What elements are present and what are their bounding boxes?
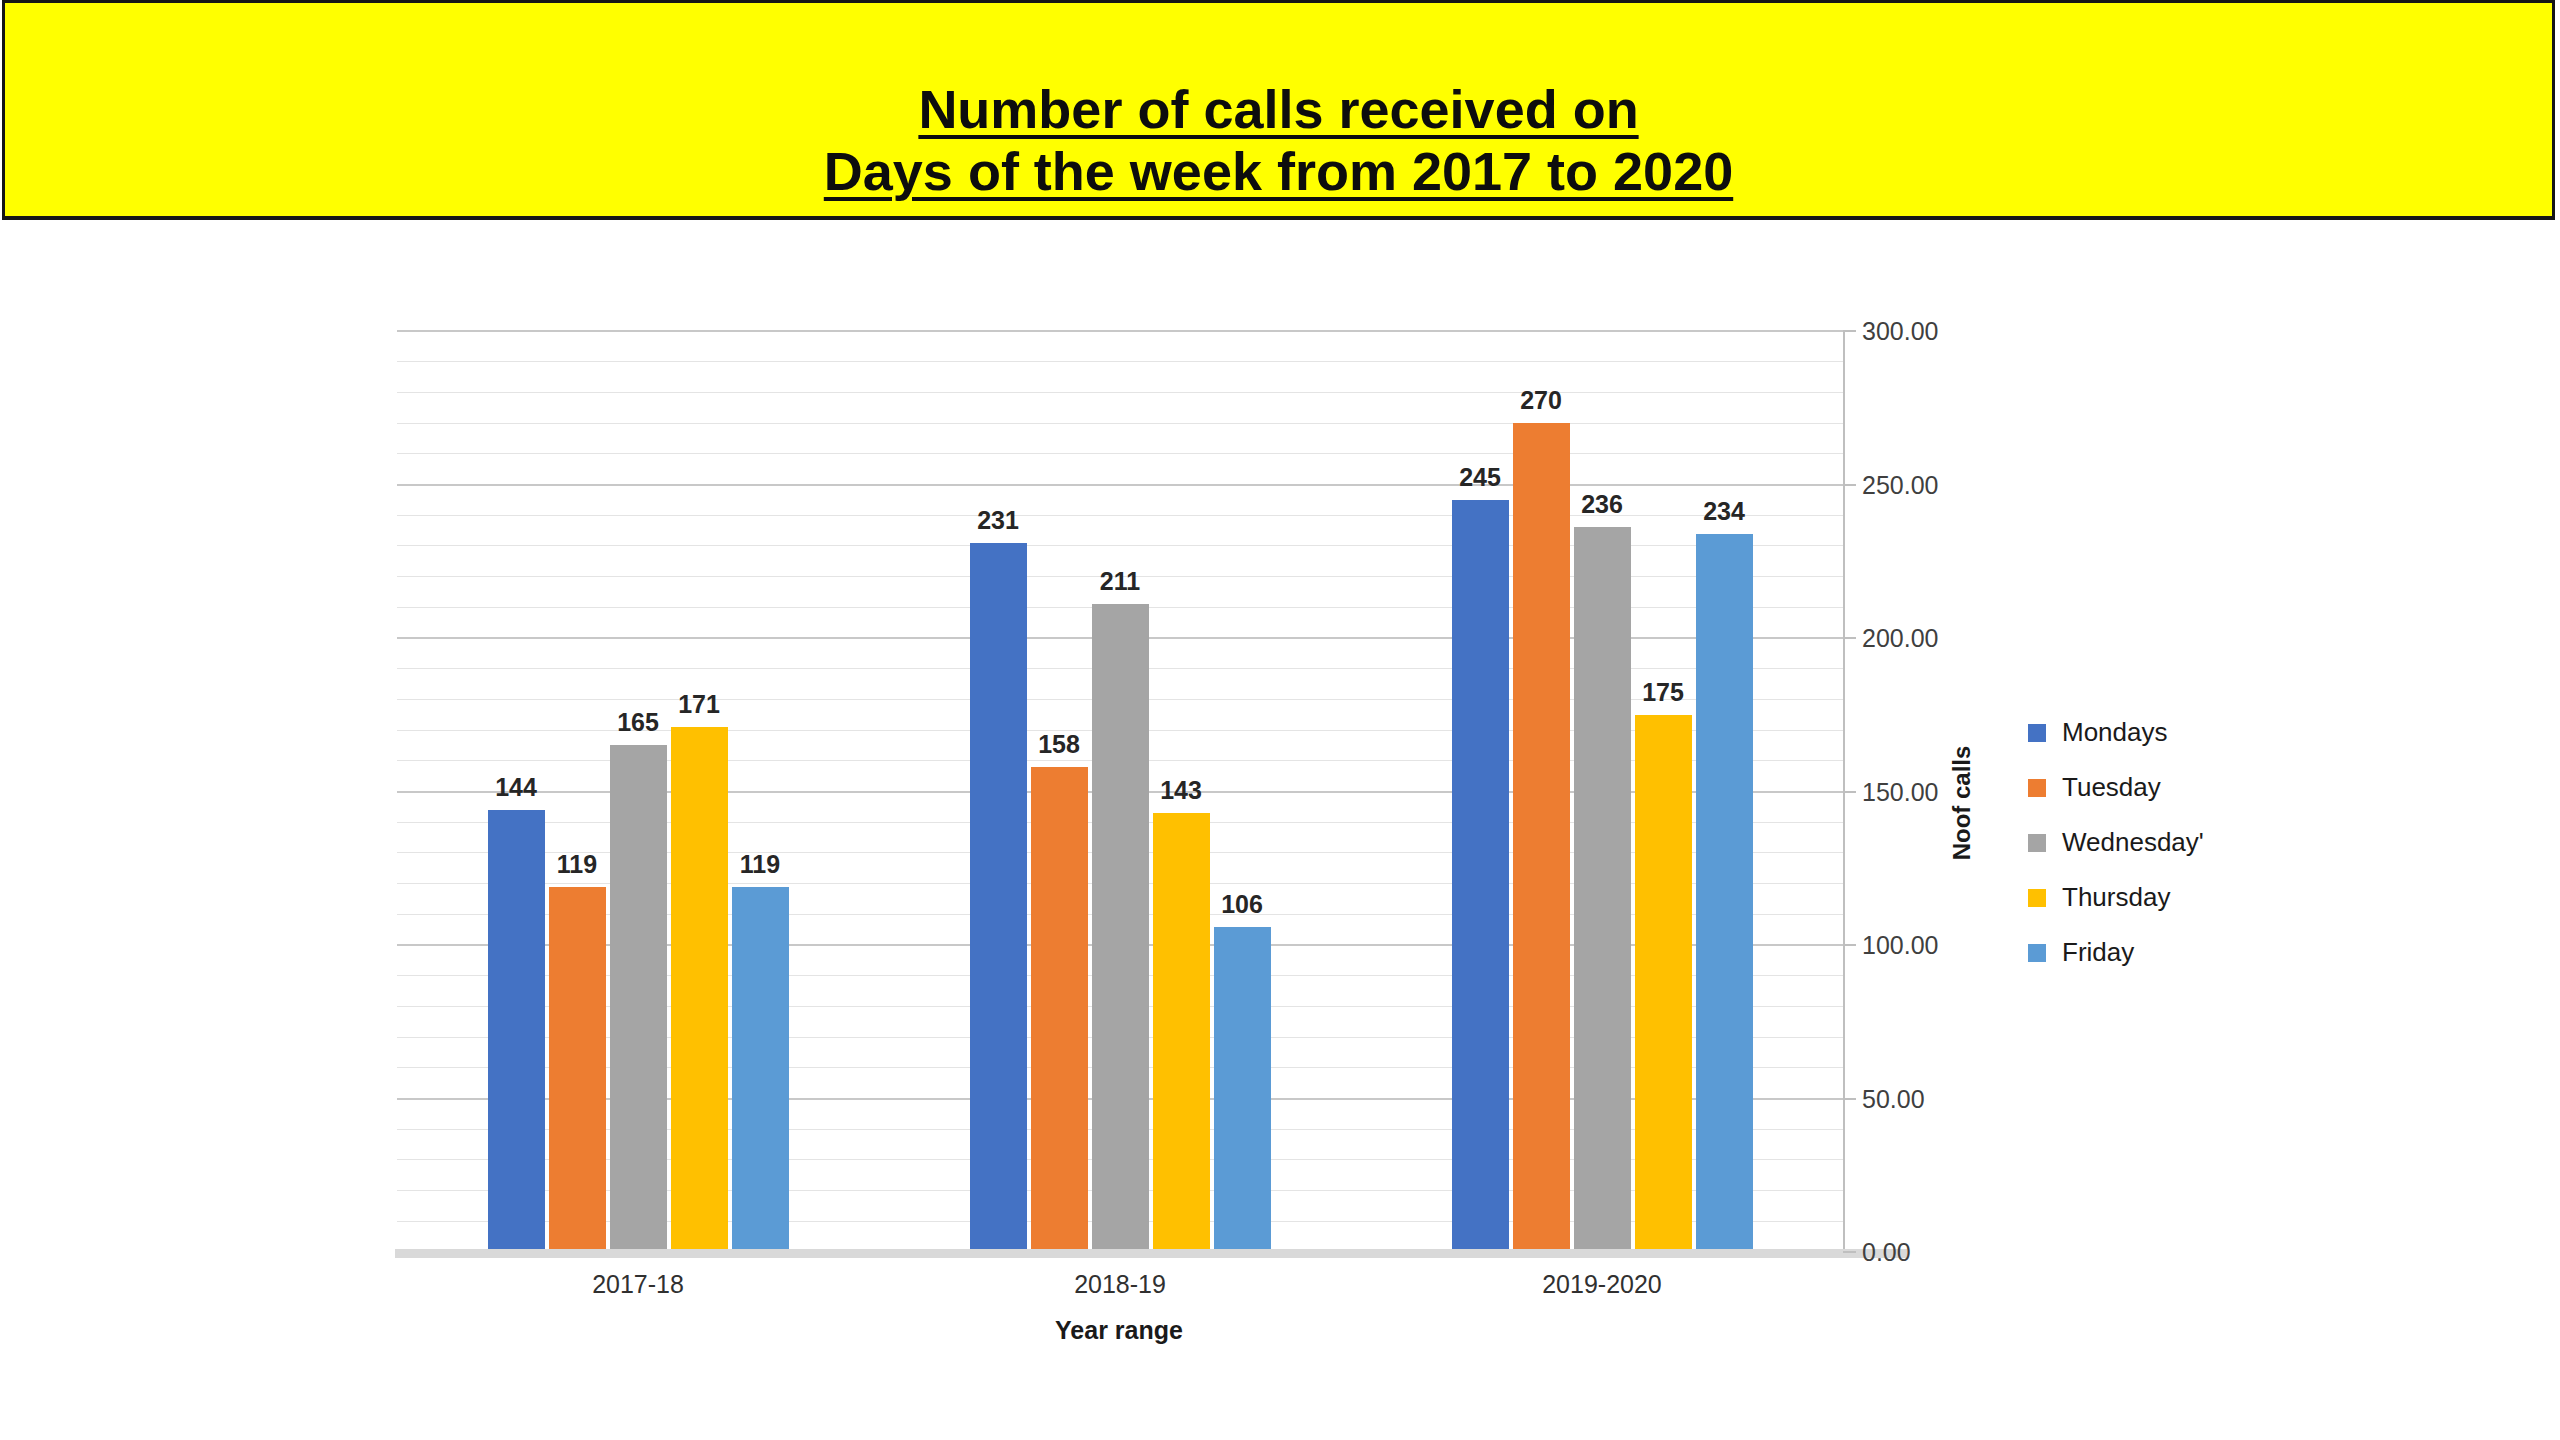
value-axis-tick-label: 150.00 — [1862, 777, 1938, 807]
category-label-2017-18: 2017-18 — [528, 1270, 748, 1299]
value-axis-tick — [1843, 1098, 1856, 1100]
legend-item-friday: Friday — [2028, 925, 2204, 980]
legend-item-wednesday: Wednesday' — [2028, 815, 2204, 870]
legend-label: Wednesday' — [2062, 827, 2204, 858]
bar-friday-2017-18 — [732, 887, 789, 1252]
bar-friday-2019-2020 — [1696, 534, 1753, 1252]
minor-gridline — [397, 361, 1843, 362]
value-axis-tick — [1843, 484, 1856, 486]
legend-item-mondays: Mondays — [2028, 705, 2204, 760]
bar-tuesday-2017-18 — [549, 887, 606, 1252]
value-axis-tick-label: 200.00 — [1862, 623, 1938, 653]
bar-thursday-2017-18 — [671, 727, 728, 1252]
major-gridline — [397, 484, 1843, 486]
title-banner: Number of calls received on Days of the … — [2, 0, 2555, 220]
bar-chart: 1441191651711192311582111431062452702361… — [0, 222, 2560, 1440]
bar-value-label: 234 — [1664, 496, 1784, 526]
legend: Mondays Tuesday Wednesday' Thursday Friday — [2028, 705, 2204, 980]
bar-value-label: 236 — [1542, 489, 1662, 519]
value-axis-tick-label: 250.00 — [1862, 470, 1938, 500]
bar-friday-2018-19 — [1214, 927, 1271, 1252]
bar-wednesday-2019-2020 — [1574, 527, 1631, 1252]
legend-label: Thursday — [2062, 882, 2170, 913]
category-label-2018-19: 2018-19 — [1010, 1270, 1230, 1299]
bar-thursday-2018-19 — [1153, 813, 1210, 1252]
value-axis-tick — [1843, 330, 1856, 332]
value-axis-tick-label: 0.00 — [1862, 1237, 1911, 1267]
legend-swatch — [2028, 834, 2046, 852]
bar-value-label: 119 — [700, 849, 820, 879]
bar-tuesday-2019-2020 — [1513, 423, 1570, 1252]
legend-label: Friday — [2062, 937, 2134, 968]
legend-item-tuesday: Tuesday — [2028, 760, 2204, 815]
bar-wednesday-2017-18 — [610, 745, 667, 1252]
bar-thursday-2019-2020 — [1635, 715, 1692, 1252]
y-axis-title: Noof calls — [1948, 678, 1978, 928]
value-axis-tick — [1843, 791, 1856, 793]
value-axis-tick-label: 100.00 — [1862, 930, 1938, 960]
value-axis-tick-label: 300.00 — [1862, 316, 1938, 346]
bar-mondays-2019-2020 — [1452, 500, 1509, 1252]
category-label-2019-2020: 2019-2020 — [1492, 1270, 1712, 1299]
bar-value-label: 171 — [639, 689, 759, 719]
major-gridline — [397, 330, 1843, 332]
bar-value-label: 144 — [456, 772, 576, 802]
minor-gridline — [397, 392, 1843, 393]
minor-gridline — [397, 423, 1843, 424]
category-axis-line — [395, 1249, 1907, 1258]
value-axis-tick — [1843, 637, 1856, 639]
minor-gridline — [397, 453, 1843, 454]
value-axis-tick — [1843, 1251, 1856, 1253]
chart-title-line-2: Days of the week from 2017 to 2020 — [824, 140, 1733, 202]
value-axis-tick-label: 50.00 — [1862, 1084, 1925, 1114]
value-axis-tick — [1843, 944, 1856, 946]
legend-swatch — [2028, 724, 2046, 742]
legend-swatch — [2028, 779, 2046, 797]
legend-label: Tuesday — [2062, 772, 2161, 803]
bar-value-label: 106 — [1182, 889, 1302, 919]
bar-value-label: 211 — [1060, 566, 1180, 596]
legend-swatch — [2028, 889, 2046, 907]
legend-swatch — [2028, 944, 2046, 962]
bar-mondays-2018-19 — [970, 543, 1027, 1252]
chart-title-line-1: Number of calls received on — [918, 78, 1638, 140]
bar-value-label: 270 — [1481, 385, 1601, 415]
bar-tuesday-2018-19 — [1031, 767, 1088, 1252]
legend-label: Mondays — [2062, 717, 2168, 748]
bar-value-label: 143 — [1121, 775, 1241, 805]
legend-item-thursday: Thursday — [2028, 870, 2204, 925]
bar-wednesday-2018-19 — [1092, 604, 1149, 1252]
x-axis-title: Year range — [1009, 1316, 1229, 1345]
plot-area: 1441191651711192311582111431062452702361… — [397, 331, 1843, 1252]
bar-value-label: 231 — [938, 505, 1058, 535]
